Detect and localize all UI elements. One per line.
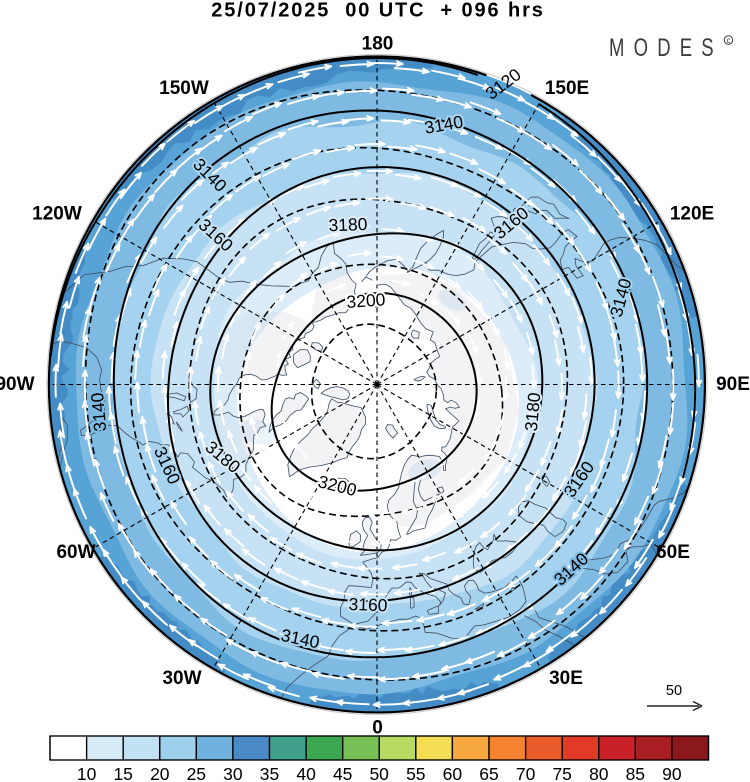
svg-text:50: 50 [666, 683, 682, 699]
svg-text:180: 180 [362, 34, 394, 55]
svg-text:70: 70 [516, 764, 536, 782]
svg-text:10: 10 [77, 764, 97, 782]
svg-text:30: 30 [223, 764, 243, 782]
svg-text:90: 90 [662, 764, 682, 782]
svg-text:MODES: MODES [609, 33, 723, 61]
svg-text:90W: 90W [0, 374, 35, 395]
svg-text:30E: 30E [549, 668, 583, 689]
svg-text:25/07/2025 00 UTC + 096 hrs: 25/07/2025 00 UTC + 096 hrs [211, 0, 545, 22]
svg-text:80: 80 [589, 764, 609, 782]
svg-text:85: 85 [626, 764, 645, 782]
svg-text:60E: 60E [656, 542, 690, 563]
svg-text:45: 45 [333, 764, 352, 782]
svg-text:120W: 120W [32, 204, 82, 225]
svg-text:3160: 3160 [348, 594, 388, 615]
svg-text:c: c [727, 36, 731, 45]
svg-text:3180: 3180 [521, 391, 544, 432]
svg-text:25: 25 [187, 764, 206, 782]
svg-text:3140: 3140 [87, 392, 110, 433]
svg-text:150E: 150E [545, 78, 589, 99]
svg-text:20: 20 [150, 764, 170, 782]
svg-text:120E: 120E [670, 204, 714, 225]
svg-text:55: 55 [406, 764, 425, 782]
svg-text:30W: 30W [162, 668, 201, 689]
svg-text:0: 0 [372, 718, 383, 739]
svg-text:35: 35 [260, 764, 279, 782]
svg-text:3200: 3200 [346, 289, 386, 312]
svg-text:60W: 60W [56, 542, 95, 563]
svg-text:15: 15 [113, 764, 132, 782]
svg-text:150W: 150W [159, 78, 209, 99]
svg-text:3180: 3180 [328, 214, 368, 235]
svg-text:40: 40 [296, 764, 316, 782]
svg-text:60: 60 [443, 764, 463, 782]
svg-text:50: 50 [369, 764, 389, 782]
svg-text:90E: 90E [716, 374, 750, 395]
svg-text:65: 65 [479, 764, 498, 782]
svg-text:75: 75 [552, 764, 571, 782]
